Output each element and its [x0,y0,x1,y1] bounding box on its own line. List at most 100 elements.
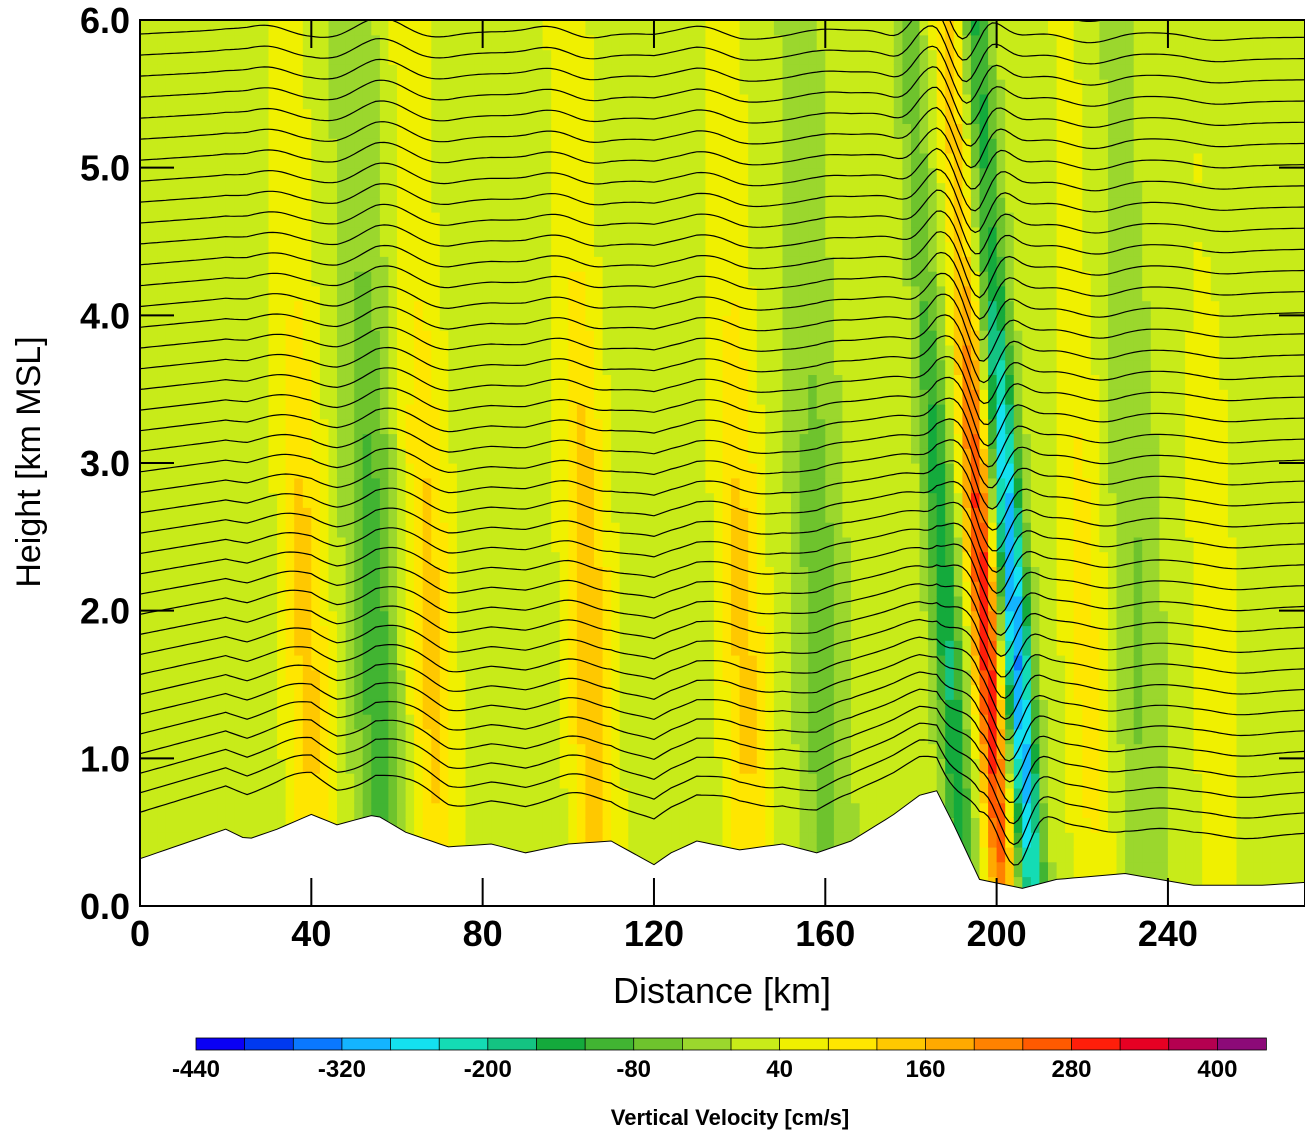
field-cell [499,448,509,464]
field-cell [731,787,741,804]
field-cell [799,728,809,745]
field-cell [748,138,758,154]
field-cell [576,817,587,833]
field-cell [756,20,766,21]
field-cell [576,344,587,361]
field-cell [354,463,364,479]
field-cell [182,699,192,715]
field-cell [491,300,501,316]
field-cell [242,581,252,597]
field-cell [422,463,432,479]
field-cell [319,463,330,479]
field-cell [833,389,844,405]
field-cell [491,49,501,65]
field-cell [799,832,809,848]
field-cell [508,138,518,154]
field-cell [268,669,278,686]
field-cell [602,182,612,198]
field-cell [371,669,381,686]
field-cell [157,241,167,257]
field-cell [148,463,158,479]
field-cell [671,49,681,65]
field-cell [594,123,604,139]
field-cell [285,315,295,331]
field-cell [559,773,569,789]
field-cell [551,212,561,228]
field-cell [722,108,732,124]
field-cell [611,315,621,331]
field-cell [200,699,210,715]
field-cell [414,315,424,331]
field-cell [405,300,415,316]
field-cell [294,551,304,567]
field-cell [294,787,304,804]
field-cell [534,817,544,833]
field-cell [833,743,844,759]
field-cell [499,64,509,80]
field-cell [465,832,475,848]
field-cell [148,625,158,641]
field-cell [645,167,655,184]
field-cell [696,315,706,331]
field-cell [414,123,424,139]
field-cell [200,34,210,51]
field-cell [816,256,826,272]
field-cell [354,315,364,331]
field-cell [397,669,407,686]
field-cell [242,773,252,789]
field-cell [713,389,724,405]
field-cell [628,374,638,390]
field-cell [516,714,527,730]
field-cell [671,817,681,833]
field-cell [696,138,706,154]
field-cell [157,448,167,464]
field-cell [773,241,784,257]
field-cell [679,566,689,582]
field-cell [645,374,655,390]
field-cell [534,655,544,671]
field-cell [516,20,527,21]
field-cell [722,271,732,287]
field-cell [602,389,612,405]
field-cell [182,773,192,789]
field-cell [148,344,158,361]
field-cell [585,403,595,420]
field-cell [662,699,672,715]
field-cell [825,34,835,51]
field-cell [816,359,826,375]
field-cell [551,625,561,641]
field-cell [825,640,835,656]
field-cell [277,374,287,390]
field-cell [259,20,270,36]
field-cell [619,330,629,346]
field-cell [302,138,312,154]
field-cell [551,669,561,686]
field-cell [482,669,492,686]
field-cell [337,566,347,582]
field-cell [268,433,278,449]
field-cell [328,773,338,789]
field-cell [294,20,304,21]
field-cell [825,773,835,789]
field-cell [422,477,432,494]
field-cell [722,20,732,36]
field-cell [140,197,150,213]
field-cell [508,315,518,331]
field-cell [200,655,210,671]
field-cell [217,64,227,80]
field-cell [731,802,741,818]
field-cell [722,182,732,198]
field-cell [200,684,210,700]
field-cell [191,743,201,759]
field-cell [636,389,646,405]
field-cell [576,108,587,124]
field-cell [516,566,527,582]
field-cell [568,330,578,346]
field-cell [482,389,492,405]
field-cell [576,167,587,184]
field-cell [594,403,604,420]
field-cell [808,20,818,21]
field-cell [354,758,364,774]
field-cell [636,226,646,243]
field-cell [294,138,304,154]
